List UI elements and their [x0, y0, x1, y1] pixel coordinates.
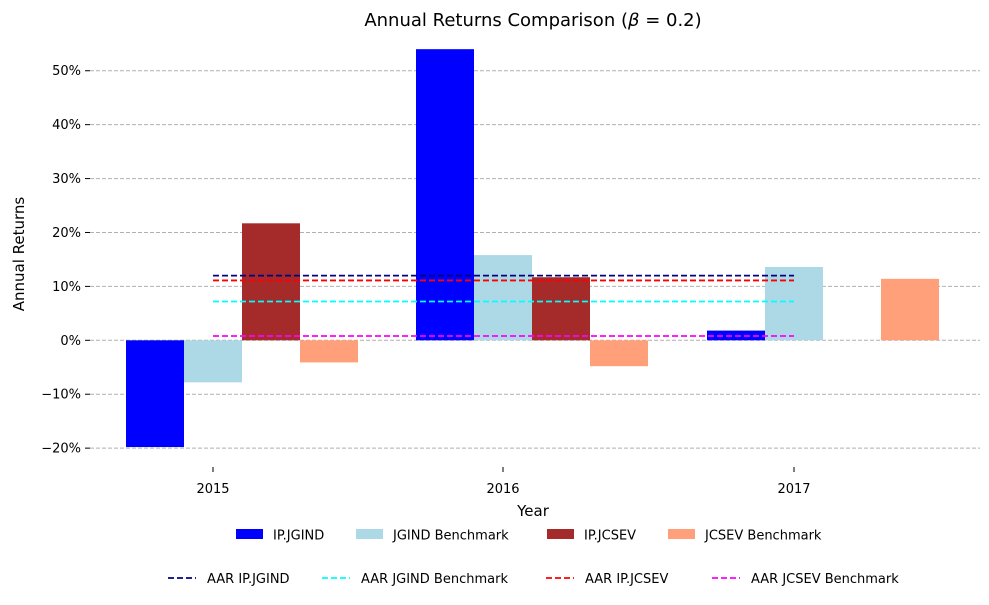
y-tick-label: 20%	[52, 226, 81, 241]
legend-swatch	[236, 529, 263, 539]
chart-title: Annual Returns Comparison (β = 0.2)	[364, 10, 701, 31]
x-tick-label: 2017	[777, 482, 810, 497]
y-tick-label: −20%	[41, 442, 81, 457]
y-tick-label: 50%	[52, 64, 81, 79]
legend-swatch	[668, 529, 695, 539]
y-tick-label: 10%	[52, 280, 81, 295]
bar-jcsev-benchmark-2017	[881, 278, 939, 341]
y-tick-label: 40%	[52, 118, 81, 133]
legend-label: AAR IP.JCSEV	[585, 572, 668, 587]
legend-swatch	[356, 529, 383, 539]
bar-ip-jcsev-2015	[242, 223, 300, 341]
y-axis-ticks: −20% −10% 0% 10% 20% 30% 40% 50%	[41, 64, 90, 457]
y-tick-label: 0%	[60, 334, 81, 349]
bar-ip-jgind-2016	[416, 49, 474, 341]
bar-jcsev-benchmark-2016	[590, 340, 648, 367]
bar-ip-jgind-2015	[126, 340, 184, 448]
legend-label: IP.JGIND	[273, 529, 324, 544]
grid-lines	[90, 70, 980, 449]
bar-ip-jcsev-2016	[532, 277, 590, 341]
bar-jcsev-benchmark-2015	[300, 340, 358, 363]
y-axis-label: Annual Returns	[10, 197, 28, 312]
bar-jgind-benchmark-2016	[474, 255, 532, 341]
reference-lines	[213, 274, 794, 337]
legend-label: AAR JGIND Benchmark	[361, 572, 508, 587]
chart-title-suffix: = 0.2)	[639, 10, 701, 31]
bars	[126, 49, 939, 448]
chart-title-prefix: Annual Returns Comparison (	[364, 10, 628, 31]
legend-label: AAR IP.JGIND	[207, 572, 290, 587]
y-tick-label: 30%	[52, 172, 81, 187]
legend-swatch	[547, 529, 574, 539]
x-axis-ticks: 2015 2016 2017	[196, 467, 811, 497]
legend-bars: IP.JGIND JGIND Benchmark IP.JCSEV JCSEV Ben…	[236, 529, 822, 544]
x-axis-label: Year	[516, 502, 550, 520]
chart-title-beta: β	[627, 10, 640, 31]
legend-lines: AAR IP.JGIND AAR JGIND Benchmark AAR IP.JC…	[168, 572, 899, 587]
legend-label: AAR JCSEV Benchmark	[751, 572, 899, 587]
x-tick-label: 2016	[486, 482, 519, 497]
legend-label: JGIND Benchmark	[392, 529, 509, 544]
legend-label: IP.JCSEV	[584, 529, 636, 544]
bar-jgind-benchmark-2017	[765, 266, 823, 341]
y-tick-label: −10%	[41, 388, 81, 403]
x-tick-label: 2015	[196, 482, 229, 497]
legend-label: JCSEV Benchmark	[704, 529, 822, 544]
bar-jgind-benchmark-2015	[184, 340, 242, 383]
